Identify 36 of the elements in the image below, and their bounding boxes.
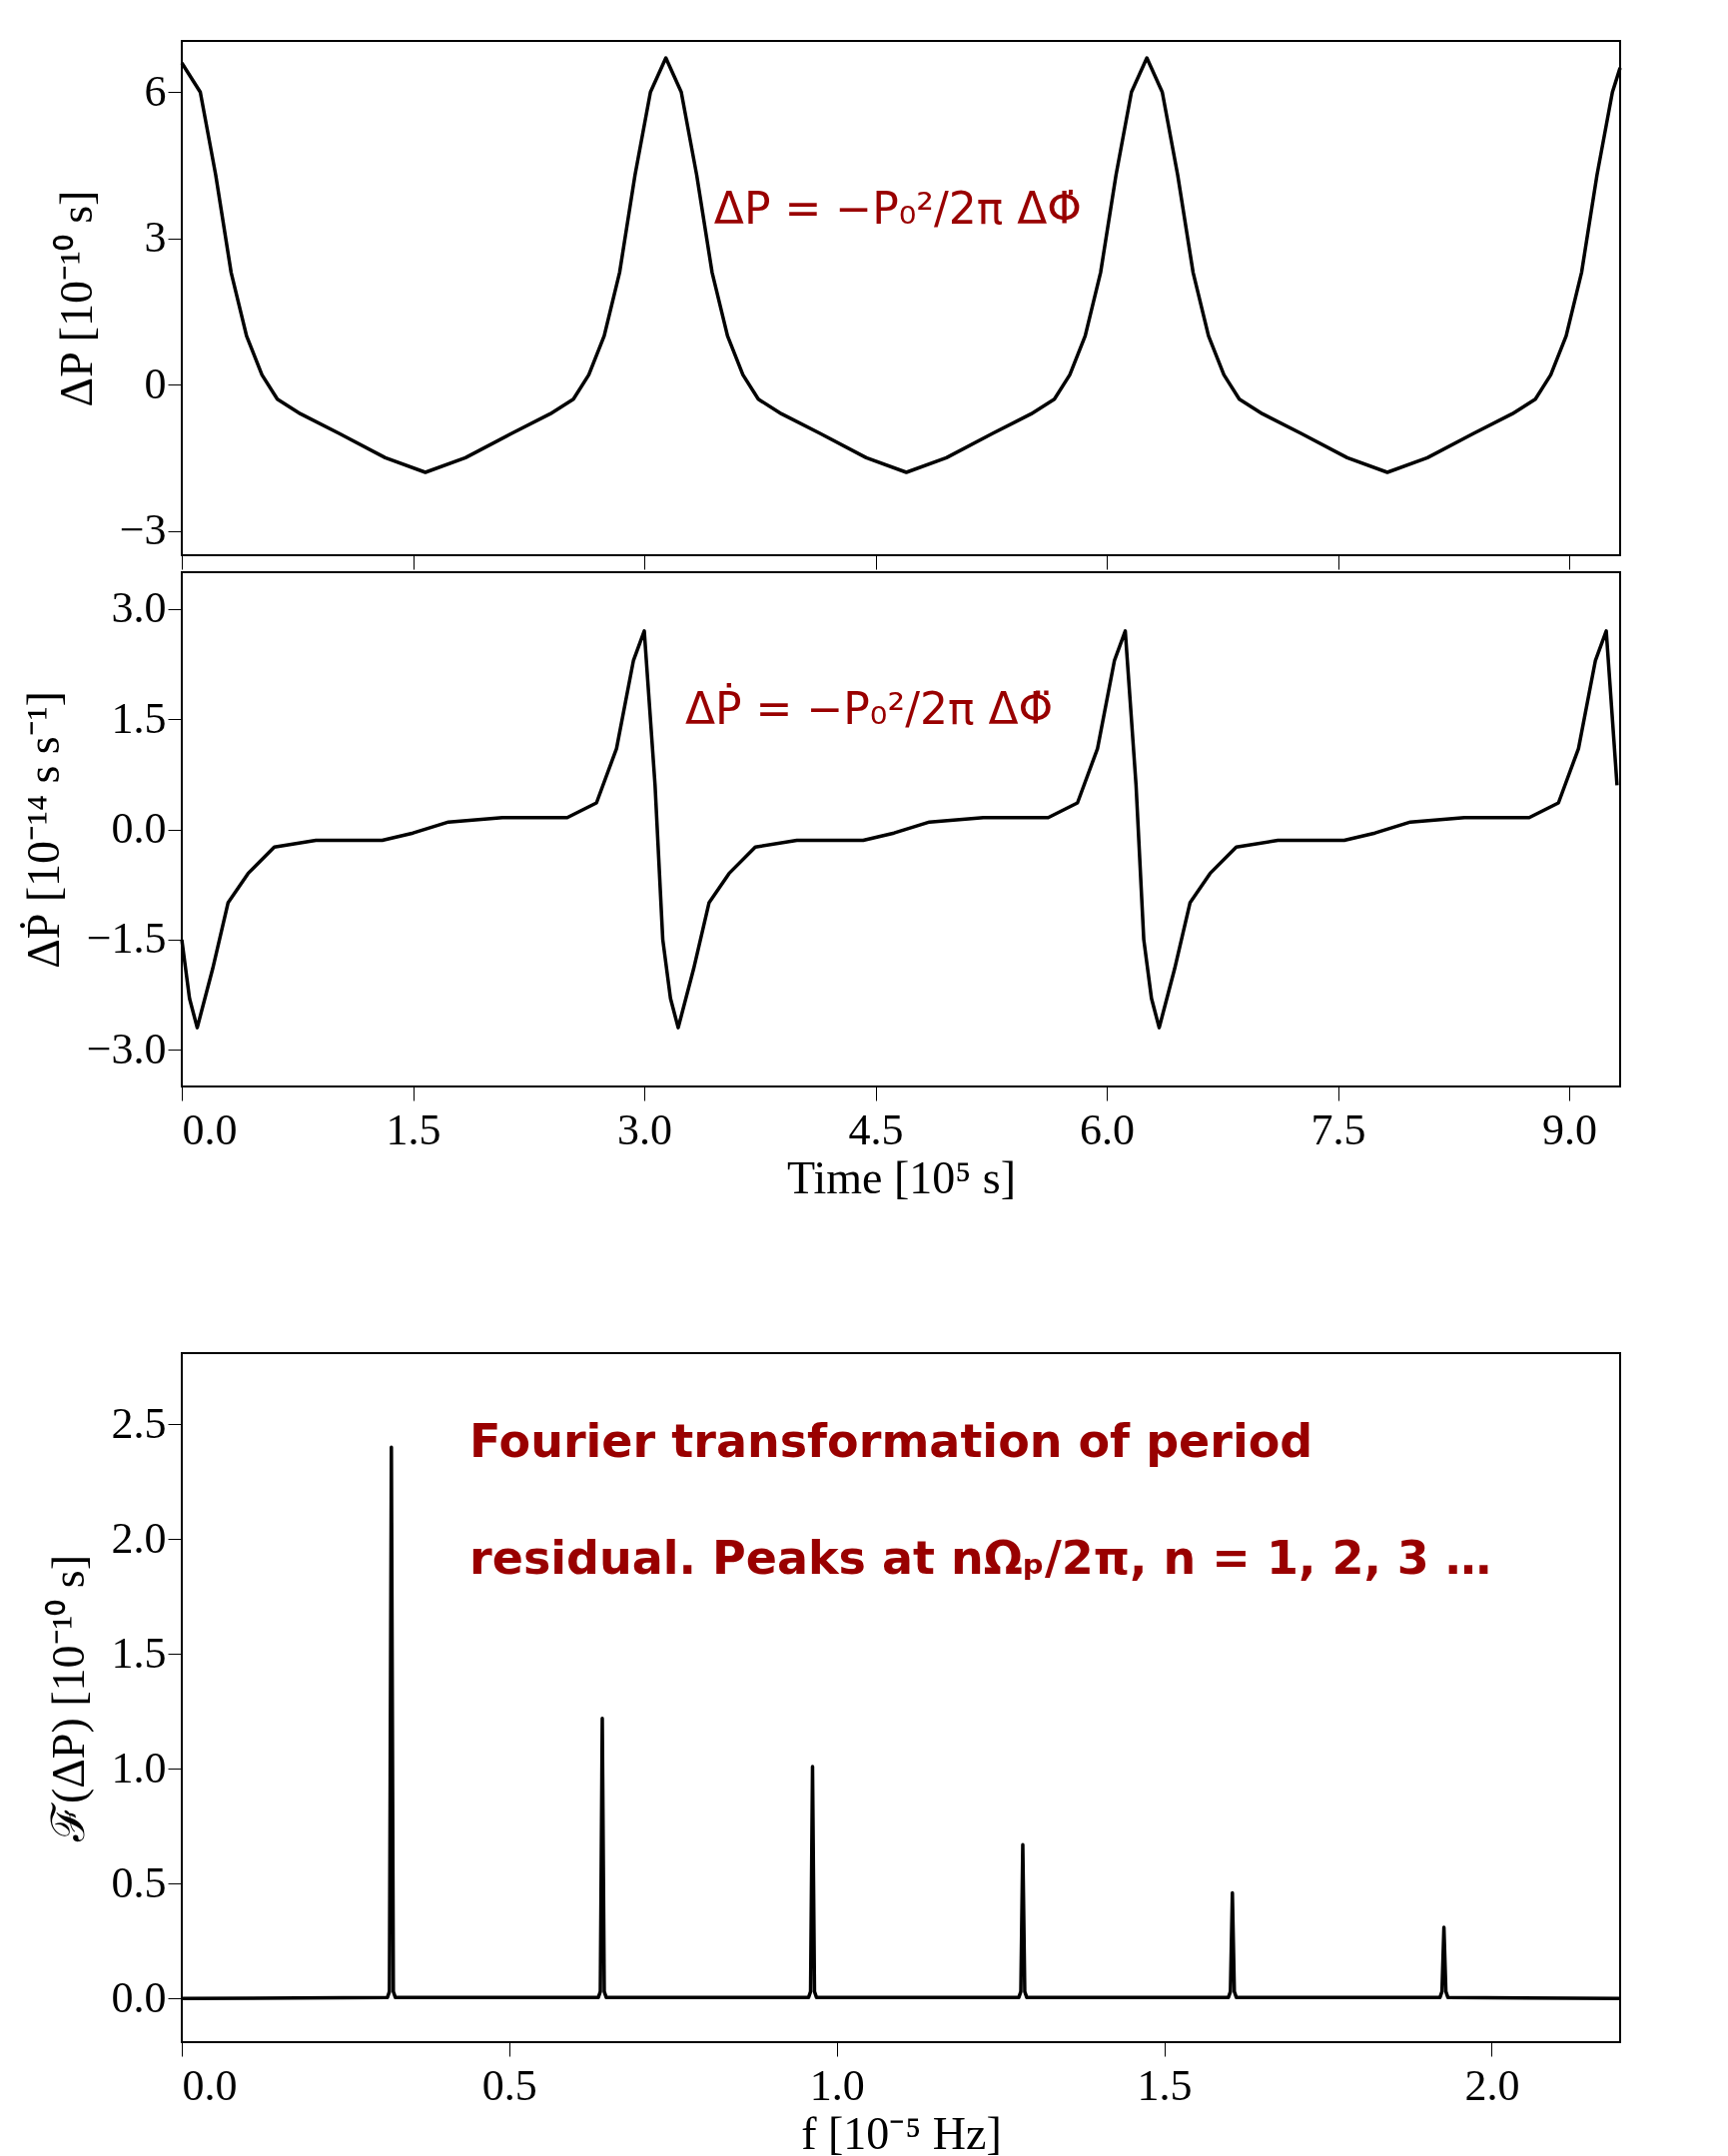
x-tick-label: 0.5 — [481, 2060, 537, 2110]
y-tick-label: 0 — [144, 359, 167, 408]
x-tick-label: 4.5 — [848, 1104, 904, 1154]
y-tick-label: 3 — [144, 213, 167, 263]
x-tick-label: 9.0 — [1542, 1104, 1598, 1154]
annotation: ΔP = −P₀²/2π ΔΦ̇ — [713, 182, 1082, 234]
x-axis-title: f [10⁻⁵ Hz] — [801, 2107, 1002, 2156]
x-tick-label: 1.5 — [386, 1104, 441, 1154]
x-axis-title: Time [10⁵ s] — [786, 1151, 1017, 1203]
y-tick-label: 2.5 — [111, 1398, 167, 1448]
y-tick-label: 0.0 — [111, 804, 167, 853]
y-axis-title: ℱ(ΔP) [10⁻¹⁰ s] — [42, 1554, 94, 1843]
x-tick-label: 2.0 — [1464, 2060, 1520, 2110]
y-tick-label: 3.0 — [111, 583, 167, 633]
y-tick-label: 1.5 — [111, 1628, 167, 1678]
y-tick-label: −3.0 — [86, 1024, 167, 1074]
y-tick-label: 1.5 — [111, 693, 167, 743]
x-tick-label: 1.5 — [1137, 2060, 1193, 2110]
y-tick-label: 1.0 — [111, 1743, 167, 1793]
x-tick-label: 6.0 — [1080, 1104, 1136, 1154]
y-axis-title: ΔP [10⁻¹⁰ s] — [50, 190, 102, 407]
y-tick-label: 0.0 — [111, 1972, 167, 2022]
y-tick-label: −3 — [119, 505, 167, 555]
y-axis-title: ΔṖ [10⁻¹⁴ s s⁻¹] — [17, 691, 69, 969]
x-tick-label: 7.5 — [1310, 1104, 1366, 1154]
annotation: Fourier transformation of period — [469, 1413, 1313, 1468]
x-tick-label: 1.0 — [809, 2060, 865, 2110]
x-tick-label: 0.0 — [182, 1104, 238, 1154]
y-tick-label: −1.5 — [86, 914, 167, 964]
x-tick-label: 0.0 — [182, 2060, 238, 2110]
x-tick-label: 3.0 — [617, 1104, 673, 1154]
annotation: ΔṖ = −P₀²/2π ΔΦ̈ — [685, 683, 1054, 735]
y-tick-label: 2.0 — [111, 1513, 167, 1563]
y-tick-label: 6 — [144, 66, 167, 116]
y-tick-label: 0.5 — [111, 1857, 167, 1907]
annotation: residual. Peaks at nΩₚ/2π, n = 1, 2, 3 … — [469, 1531, 1491, 1585]
